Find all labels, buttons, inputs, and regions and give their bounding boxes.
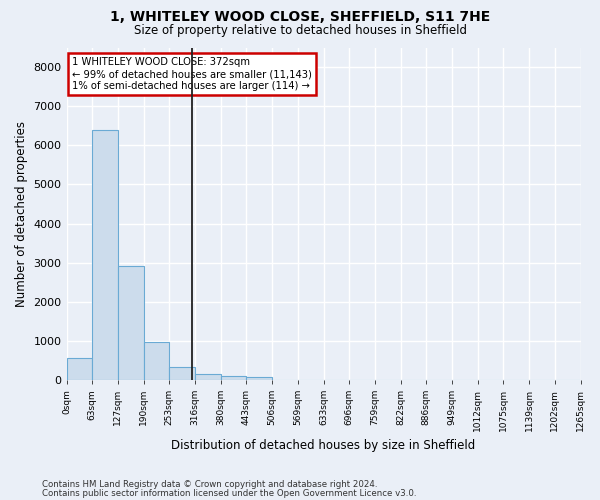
Bar [195,374,221,380]
Text: 1, WHITELEY WOOD CLOSE, SHEFFIELD, S11 7HE: 1, WHITELEY WOOD CLOSE, SHEFFIELD, S11 7… [110,10,490,24]
Text: Contains public sector information licensed under the Open Government Licence v3: Contains public sector information licen… [42,488,416,498]
Text: Size of property relative to detached houses in Sheffield: Size of property relative to detached ho… [133,24,467,37]
Bar [92,130,118,380]
Bar [221,376,247,380]
Bar [169,366,195,380]
X-axis label: Distribution of detached houses by size in Sheffield: Distribution of detached houses by size … [172,440,476,452]
Bar [247,378,272,380]
Text: 1 WHITELEY WOOD CLOSE: 372sqm
← 99% of detached houses are smaller (11,143)
1% o: 1 WHITELEY WOOD CLOSE: 372sqm ← 99% of d… [71,58,311,90]
Text: Contains HM Land Registry data © Crown copyright and database right 2024.: Contains HM Land Registry data © Crown c… [42,480,377,489]
Bar [67,358,92,380]
Bar [143,342,169,380]
Bar [118,266,143,380]
Y-axis label: Number of detached properties: Number of detached properties [15,121,28,307]
